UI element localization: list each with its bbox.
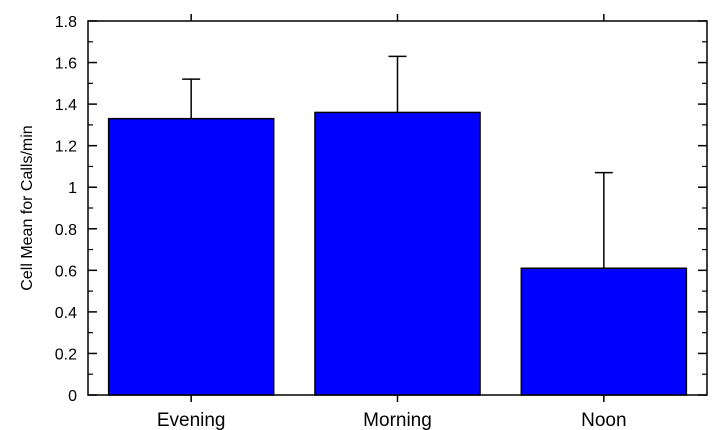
bar [314, 111, 481, 396]
x-tick-label: Evening [157, 410, 226, 430]
y-tick-label: 0.8 [55, 222, 77, 239]
y-tick-label: 0.4 [55, 305, 77, 322]
y-tick-label: 1.2 [55, 139, 77, 156]
y-tick-label: 0.6 [55, 263, 77, 280]
x-tick-label: Noon [581, 410, 626, 430]
bar [520, 267, 688, 396]
y-axis: 0 0.2 0.4 0.6 0.8 1 1.2 1.4 1.6 1.8 [55, 14, 707, 405]
y-tick-label: 1 [68, 180, 77, 197]
bar [107, 117, 275, 396]
bars-group [107, 55, 688, 396]
y-tick-label: 1.4 [55, 97, 77, 114]
y-tick-label: 0.2 [55, 346, 77, 363]
y-axis-title: Cell Mean for Calls/min [19, 125, 36, 290]
x-tick-label: Morning [363, 410, 432, 430]
y-tick-label: 1.8 [55, 14, 77, 31]
y-tick-label: 0 [68, 388, 77, 405]
y-tick-label: 1.6 [55, 56, 77, 73]
top-axis-ticks [190, 14, 605, 21]
x-axis: Evening Morning Noon [157, 395, 627, 430]
